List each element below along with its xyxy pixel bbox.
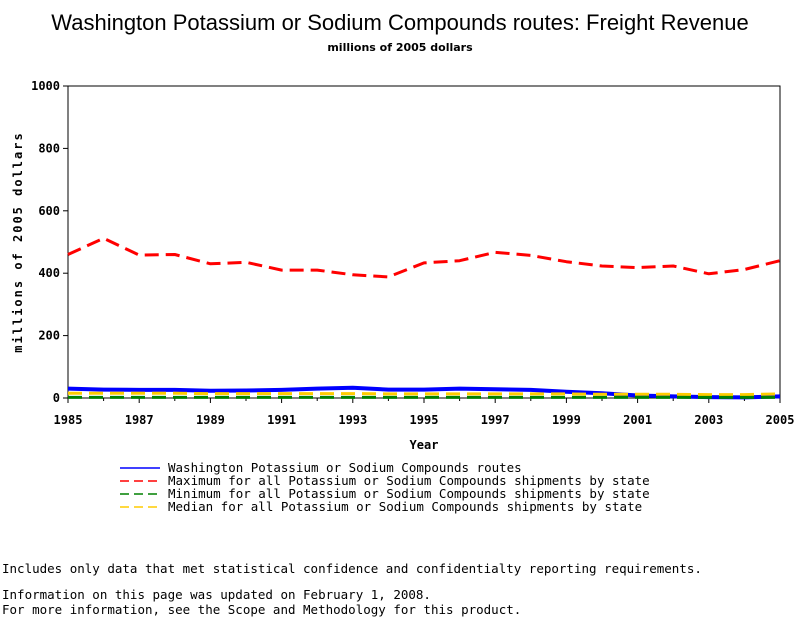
x-axis: 1985 1987 1989 1991 1993 1995 1997 1999 2001 2003… xyxy=(54,398,795,427)
plot-frame xyxy=(67,85,781,399)
footnote-confidence: Includes only data that met statistical … xyxy=(2,561,702,576)
x-tick-label: 1985 xyxy=(54,413,83,427)
x-tick-label: 1997 xyxy=(481,413,510,427)
chart-title: Washington Potassium or Sodium Compounds… xyxy=(51,10,748,35)
series-line-1 xyxy=(67,236,781,279)
y-tick-label: 200 xyxy=(38,329,60,343)
y-tick-label: 1000 xyxy=(31,79,60,93)
x-axis-label: Year xyxy=(410,438,439,452)
x-tick-label: 1989 xyxy=(196,413,225,427)
x-tick-label: 2003 xyxy=(694,413,723,427)
chart-subtitle: millions of 2005 dollars xyxy=(327,41,473,54)
x-tick-label: 2001 xyxy=(623,413,652,427)
x-tick-label: 2005 xyxy=(766,413,795,427)
y-tick-label: 400 xyxy=(38,266,60,280)
x-tick-label: 1993 xyxy=(338,413,367,427)
series-line-3 xyxy=(68,391,781,397)
x-tick-label: 1999 xyxy=(552,413,581,427)
series-lines xyxy=(67,236,781,400)
y-tick-label: 800 xyxy=(38,141,60,155)
y-tick-label: 600 xyxy=(38,204,60,218)
legend-label-0: Washington Potassium or Sodium Compounds… xyxy=(168,460,522,475)
footnotes: Includes only data that met statistical … xyxy=(2,535,702,630)
legend-label-1: Maximum for all Potassium or Sodium Comp… xyxy=(168,473,650,488)
x-tick-label: 1995 xyxy=(410,413,439,427)
x-tick-label: 1991 xyxy=(267,413,296,427)
freight-revenue-chart: Washington Potassium or Sodium Compounds… xyxy=(11,10,795,514)
legend-label-3: Median for all Potassium or Sodium Compo… xyxy=(168,499,642,514)
legend-label-2: Minimum for all Potassium or Sodium Comp… xyxy=(168,486,650,501)
legend: Washington Potassium or Sodium Compounds… xyxy=(120,460,650,514)
x-tick-label: 1987 xyxy=(125,413,154,427)
footnote-methodology: For more information, see the Scope and … xyxy=(2,601,522,617)
y-axis-label: millions of 2005 dollars xyxy=(11,131,25,352)
update-notice: Information on this page was updated on … xyxy=(2,587,431,602)
y-tick-label: 0 xyxy=(53,391,60,405)
y-axis: 0 200 400 600 800 1000 xyxy=(31,79,68,405)
